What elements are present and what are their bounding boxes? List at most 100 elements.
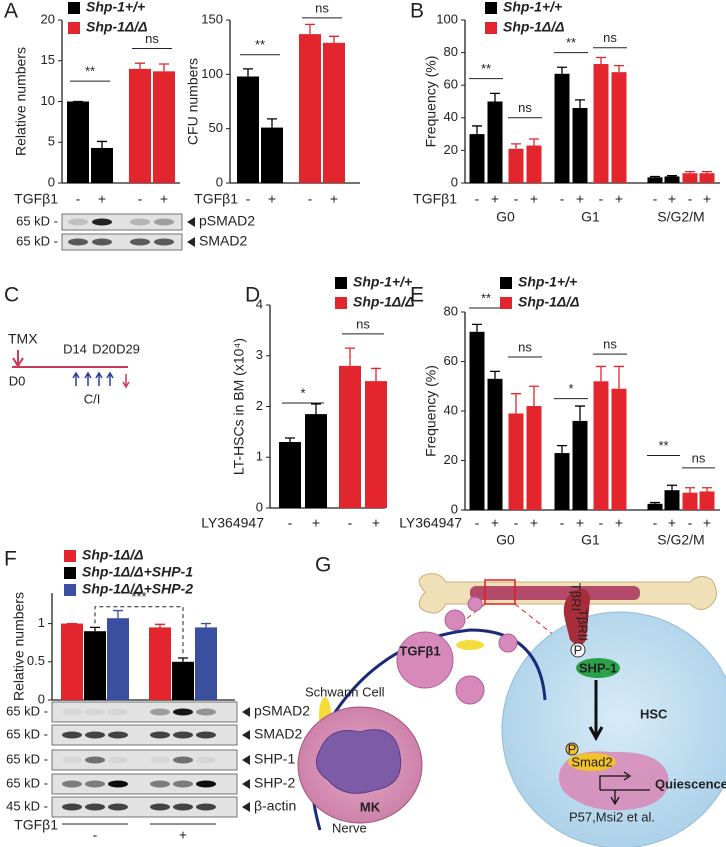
x-axis-label: TGFβ1 (413, 191, 457, 207)
error-bar (596, 56, 606, 65)
x-tick-label: + (576, 191, 584, 207)
y-tick-label: 0 (38, 691, 45, 706)
x-tick-label: - (348, 515, 353, 531)
blot-strip (51, 749, 238, 771)
error-bar (529, 385, 539, 407)
targets-label: P57,Msi2 et al. (569, 809, 655, 824)
blot-band (108, 780, 128, 788)
error-bar (511, 393, 521, 414)
blot-arrow (242, 707, 250, 717)
bar (299, 34, 321, 184)
blot-band (130, 238, 150, 246)
bar (554, 73, 570, 183)
bar (699, 173, 715, 183)
x-tick-label: + (268, 191, 276, 207)
significance-label: ** (255, 37, 265, 52)
bar (487, 378, 503, 510)
x-tick-label: - (138, 191, 143, 207)
y-tick-label: 80 (444, 44, 458, 59)
panel-letter: A (4, 0, 18, 23)
molecular-weight: 65 kD - (16, 233, 58, 248)
error-bar (529, 138, 539, 146)
error-bar (329, 35, 339, 43)
hsc-label: HSC (640, 706, 668, 721)
tmx-arrow (12, 350, 24, 368)
significance-label: *** (131, 589, 146, 604)
blot-band (173, 803, 193, 811)
legend-label: Shp-1Δ/Δ (518, 294, 580, 310)
blot-band (154, 238, 174, 246)
blot-band (196, 803, 216, 811)
panel-letter: F (4, 548, 17, 571)
error-bar (557, 66, 567, 74)
y-tick-label: 0.5 (27, 653, 45, 668)
error-bar (178, 657, 188, 662)
blot-band (92, 218, 112, 226)
x-tick-label: - (599, 191, 604, 207)
blot-band (68, 218, 88, 226)
bar (682, 492, 698, 510)
blot-strip (51, 796, 238, 818)
blot-arrow (242, 730, 250, 740)
error-bar (472, 323, 482, 332)
significance-label: ** (481, 290, 491, 305)
receptor-label: TβRII (576, 609, 591, 641)
x-tick-label: - (246, 191, 251, 207)
error-bar (575, 405, 585, 421)
significance-label: ** (481, 61, 491, 76)
x-tick-label: + (703, 515, 711, 531)
bar (508, 413, 524, 510)
x-tick-label: + (372, 515, 380, 531)
bar (611, 388, 627, 510)
mk-label: MK (360, 799, 381, 814)
bar (526, 145, 542, 183)
blot-band (150, 708, 170, 716)
protein-label: β-actin (254, 798, 296, 814)
bar (469, 331, 485, 510)
x-tick-label: + (491, 515, 499, 531)
bar (593, 64, 609, 183)
protein-label: SHP-2 (254, 775, 295, 791)
y-tick-label: 4 (256, 296, 263, 311)
receptor (563, 588, 590, 645)
molecular-weight: 45 kD - (6, 798, 48, 813)
y-axis-label: CFU numbers (185, 58, 201, 145)
day-label: D14 (63, 341, 87, 356)
x-tick-label: + (330, 191, 338, 207)
bar (323, 42, 345, 183)
significance-label: * (568, 381, 573, 396)
legend-swatch (485, 2, 497, 14)
error-bar (113, 609, 123, 619)
y-tick-label: 15 (41, 52, 55, 67)
blot-band (85, 780, 105, 788)
bar (172, 661, 194, 700)
error-bar (472, 125, 482, 135)
blot-band (150, 803, 170, 811)
bar (279, 442, 301, 508)
treatment-arrow (106, 371, 114, 386)
legend-label: Shp-1Δ/Δ (86, 19, 148, 35)
bar (699, 491, 715, 510)
bar (237, 76, 259, 183)
legend-swatch (500, 297, 512, 309)
molecular-weight: 65 kD - (6, 775, 48, 790)
y-axis-label: Relative numbers (13, 47, 29, 156)
panel-letter: G (315, 554, 331, 577)
bar (682, 173, 698, 183)
legend-swatch (64, 567, 76, 579)
y-tick-label: 60 (444, 77, 458, 92)
x-tick-label: - (514, 191, 519, 207)
error-bar (614, 365, 624, 389)
legend-swatch (335, 297, 347, 309)
error-bar (490, 92, 500, 102)
protein-label: pSMAD2 (254, 703, 310, 719)
significance-label: ns (518, 339, 532, 354)
bar (647, 503, 663, 510)
blot-arrow (242, 755, 250, 765)
blot-band (130, 218, 150, 226)
y-axis-label: Frequency (%) (423, 365, 439, 457)
significance-label: * (300, 385, 305, 400)
x-tick-label: - (688, 191, 693, 207)
error-bar (650, 501, 660, 504)
